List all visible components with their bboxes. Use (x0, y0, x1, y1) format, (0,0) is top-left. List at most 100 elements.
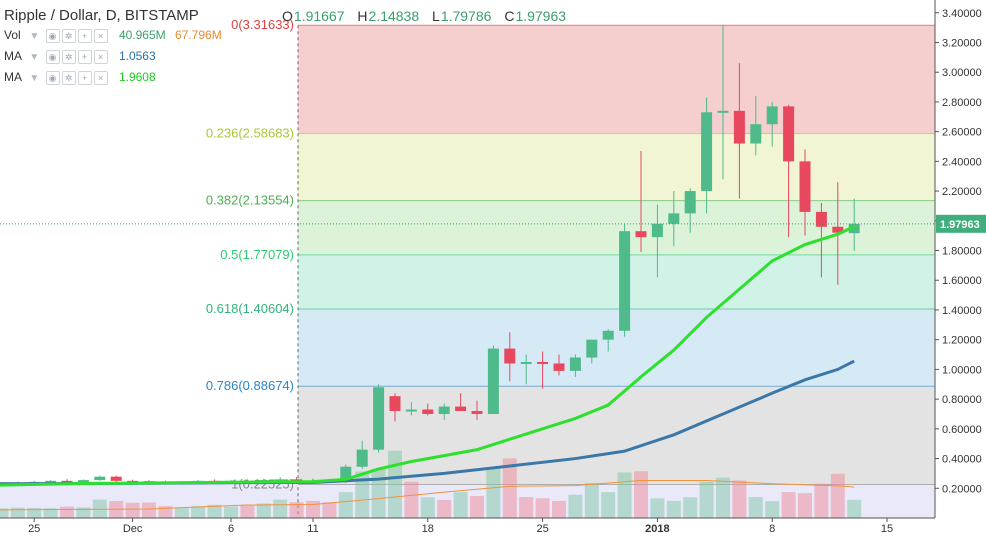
price-tick-label: 2.80000 (942, 97, 982, 109)
volume-bar (338, 492, 353, 518)
price-tick-label: 1.60000 (942, 275, 982, 287)
candle-body (569, 357, 581, 371)
price-tick-label: 0.60000 (942, 424, 982, 436)
indicator-volume[interactable]: Vol ▼ ◉ ✲ + × 40.965M 67.796M (4, 27, 222, 43)
fib-level-label: 0.618(1.40604) (206, 301, 294, 316)
plus-icon[interactable]: + (77, 70, 92, 85)
volume-bar (207, 504, 222, 518)
volume-bar (847, 499, 862, 518)
eye-icon[interactable]: ◉ (45, 70, 60, 85)
time-tick-label: Dec (123, 523, 143, 535)
price-tick-label: 1.20000 (942, 335, 982, 347)
plus-icon[interactable]: + (77, 28, 92, 43)
volume-ma-line (0, 479, 855, 511)
volume-bar (60, 506, 74, 518)
volume-bar (10, 507, 25, 518)
close-icon[interactable]: × (93, 49, 108, 64)
candle-body (504, 348, 516, 364)
candle-body (455, 406, 467, 412)
dropdown-arrow-icon[interactable]: ▼ (29, 52, 40, 63)
price-tick-label: 3.40000 (942, 8, 982, 20)
volume-bar (453, 492, 468, 518)
time-tick-label: 18 (422, 523, 434, 535)
volume-bar (552, 500, 566, 518)
ohlc-low-value: 1.79786 (440, 8, 492, 24)
volume-bar (617, 472, 632, 518)
volume-bar (420, 497, 435, 518)
candle-body (77, 480, 89, 483)
last-price-badge (936, 214, 986, 233)
price-tick-label: 0.80000 (942, 394, 982, 406)
volume-bar (240, 504, 255, 518)
candle-body (832, 226, 844, 233)
dropdown-arrow-icon[interactable]: ▼ (29, 73, 40, 84)
volume-bar (798, 493, 812, 518)
volume-bar (76, 507, 91, 518)
gear-icon[interactable]: ✲ (61, 28, 76, 43)
price-tick-label: 1.40000 (942, 305, 982, 317)
time-tick-label: 2018 (645, 523, 669, 535)
price-tick-label: 0.20000 (942, 483, 982, 495)
candle-body (373, 387, 385, 450)
volume-bar (289, 502, 304, 518)
indicator-value: 1.0563 (118, 49, 156, 63)
volume-bar (27, 507, 42, 518)
fib-level-label: 0.382(2.13554) (206, 193, 294, 208)
fib-level-label: 0.5(1.77079) (220, 247, 294, 262)
volume-bar (470, 496, 484, 518)
candle-body (684, 191, 696, 214)
price-tick-label: 2.60000 (942, 127, 982, 139)
dropdown-arrow-icon[interactable]: ▼ (29, 31, 40, 42)
volume-bar (256, 503, 271, 518)
volume-bar (224, 506, 238, 518)
price-tick-label: 2.20000 (942, 186, 982, 198)
time-tick-label: 11 (307, 523, 318, 535)
ohlc-close-key: C (504, 8, 515, 24)
eye-icon[interactable]: ◉ (45, 49, 60, 64)
volume-bar (601, 492, 616, 518)
time-tick-label: 25 (536, 523, 548, 535)
indicator-value: 1.9608 (118, 70, 156, 84)
close-icon[interactable]: × (93, 28, 108, 43)
indicator-ma-fast[interactable]: MA ▼ ◉ ✲ + × 1.9608 (4, 69, 156, 85)
volume-bar (404, 481, 419, 518)
eye-icon[interactable]: ◉ (45, 28, 60, 43)
candle-body (701, 112, 713, 192)
ohlc-readout: O1.91667 H2.14838 L1.79786 C1.97963 (282, 8, 575, 24)
candle-body (471, 411, 483, 414)
close-icon[interactable]: × (93, 70, 108, 85)
fib-zone (298, 386, 935, 485)
volume-bar (191, 506, 206, 518)
volume-bar (830, 473, 845, 518)
volume-bar (43, 508, 58, 518)
fib-zone (298, 309, 935, 387)
fib-zone (298, 133, 935, 201)
candle-body (586, 339, 598, 358)
fib-level-label: 0(3.31633) (231, 17, 294, 32)
fib-zone (298, 200, 935, 255)
volume-bar (371, 468, 386, 518)
volume-bar (732, 480, 747, 518)
volume-bar (388, 450, 402, 518)
indicator-ma-slow[interactable]: MA ▼ ◉ ✲ + × 1.0563 (4, 48, 156, 64)
price-tick-label: 2.40000 (942, 156, 982, 168)
volume-bar (502, 458, 517, 518)
ma-fast-line (0, 225, 855, 487)
volume-bar (699, 481, 714, 518)
price-tick-label: 1.80000 (942, 246, 982, 258)
volume-bar (634, 471, 648, 518)
candle-body (520, 361, 532, 364)
candle-body (815, 211, 827, 227)
gear-icon[interactable]: ✲ (61, 70, 76, 85)
ohlc-open-key: O (282, 8, 293, 24)
gear-icon[interactable]: ✲ (61, 49, 76, 64)
indicator-value: 67.796M (174, 28, 222, 42)
candle-body (45, 480, 57, 483)
indicator-name: MA (4, 70, 22, 84)
volume-bar (535, 498, 550, 518)
plus-icon[interactable]: + (77, 49, 92, 64)
ohlc-high-value: 2.14838 (368, 8, 420, 24)
volume-bar (0, 508, 9, 518)
candle-body (405, 409, 417, 412)
